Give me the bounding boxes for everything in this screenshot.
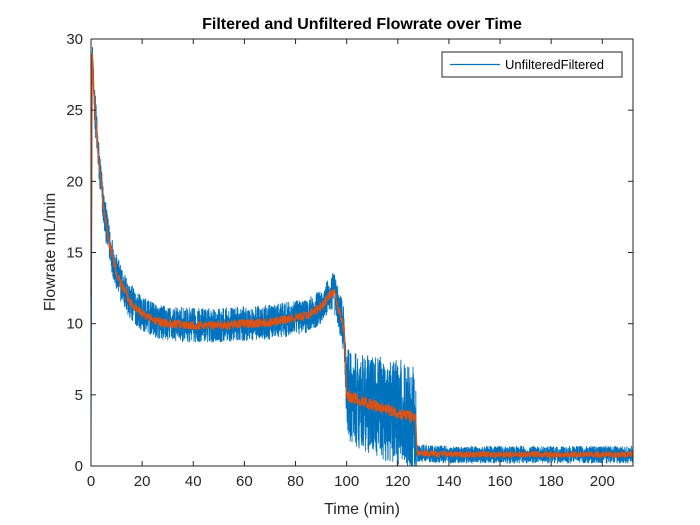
- y-tick-label: 25: [66, 102, 83, 119]
- x-tick-label: 80: [287, 473, 304, 490]
- y-tick-label: 20: [66, 173, 83, 190]
- x-tick-label: 160: [488, 473, 513, 490]
- y-tick-label: 30: [66, 31, 83, 48]
- x-tick-label: 20: [134, 473, 151, 490]
- y-tick-label: 10: [66, 316, 83, 333]
- x-tick-label: 0: [87, 473, 95, 490]
- x-tick-label: 60: [236, 473, 253, 490]
- chart-title: Filtered and Unfiltered Flowrate over Ti…: [202, 16, 522, 33]
- x-tick-label: 40: [185, 473, 202, 490]
- y-axis-ticks: 0 5 10 15 20 25 30: [66, 31, 633, 475]
- x-tick-label: 120: [385, 473, 410, 490]
- x-tick-label: 100: [334, 473, 359, 490]
- series-unfiltered: [90, 46, 634, 467]
- legend: UnfilteredFiltered: [441, 51, 623, 78]
- x-tick-label: 140: [436, 473, 461, 490]
- y-tick-label: 15: [66, 245, 83, 262]
- legend-label: UnfilteredFiltered: [505, 57, 604, 72]
- y-axis-label: Flowrate mL/min: [42, 193, 59, 311]
- x-tick-label: 180: [539, 473, 564, 490]
- x-tick-label: 200: [590, 473, 615, 490]
- series-layer: [90, 46, 634, 467]
- series-filtered: [90, 53, 634, 459]
- y-tick-label: 5: [75, 387, 83, 404]
- x-axis-label: Time (min): [324, 501, 400, 518]
- y-tick-label: 0: [75, 458, 83, 475]
- x-axis-ticks: 0 20 40 60 80 100 120 140 160 180 200: [87, 39, 615, 490]
